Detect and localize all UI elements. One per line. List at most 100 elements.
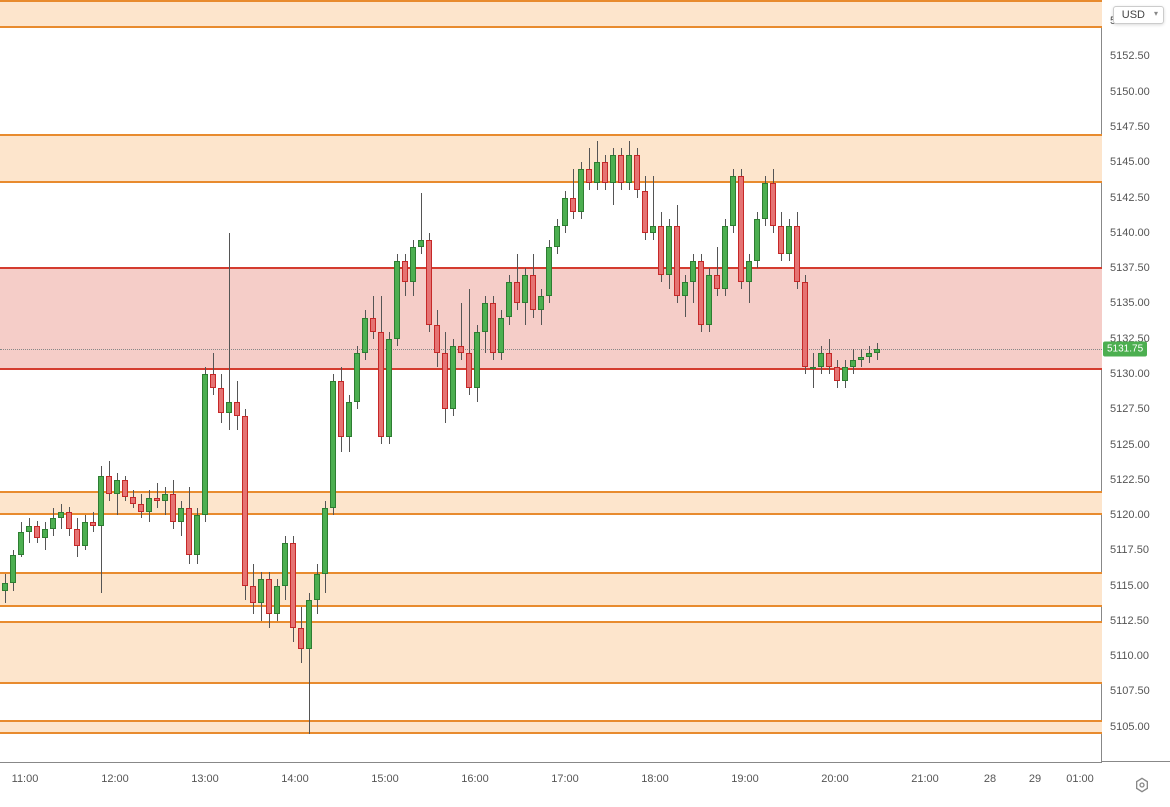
x-tick-label: 19:00 [731,773,759,785]
candle-body [90,522,96,526]
candle-body [466,353,472,388]
candle-body [2,583,8,591]
settings-icon[interactable] [1134,777,1150,793]
candle-body [474,332,480,388]
x-tick-label: 29 [1029,773,1041,785]
candle-body [850,360,856,367]
candle-body [18,532,24,555]
candle-body [282,543,288,585]
candle-body [234,402,240,416]
currency-select-value: USD [1122,9,1145,21]
candle-body [50,518,56,529]
candle-body [26,526,32,532]
x-tick-label: 20:00 [821,773,849,785]
x-tick-label: 17:00 [551,773,579,785]
candle-body [658,226,664,275]
y-tick-label: 5127.50 [1110,403,1150,415]
candle-body [370,318,376,332]
candle-body [362,318,368,353]
candle-body [490,303,496,352]
x-tick-label: 13:00 [191,773,219,785]
candle-body [114,480,120,494]
candle-body [442,353,448,409]
y-tick-label: 5105.00 [1110,721,1150,733]
candle-body [138,504,144,512]
chart-plot-area[interactable] [0,0,1102,762]
current-price-label: 5131.75 [1103,342,1147,357]
y-tick-label: 5115.00 [1110,580,1149,592]
y-tick-label: 5135.00 [1110,297,1150,309]
candle-body [818,353,824,367]
candle-body [106,476,112,494]
candle-wick [157,483,158,508]
candle-body [154,498,160,501]
candle-body [290,543,296,628]
candle-body [162,494,168,501]
candle-body [810,367,816,369]
y-tick-label: 5112.50 [1110,615,1149,627]
y-tick-label: 5120.00 [1110,509,1150,521]
candle-body [202,374,208,515]
candle-body [170,494,176,522]
candle-body [66,512,72,529]
price-zone [0,134,1102,183]
candle-body [10,555,16,583]
candle-body [594,162,600,183]
candle-body [386,339,392,438]
x-tick-label: 18:00 [641,773,669,785]
candle-body [642,191,648,233]
x-tick-label: 11:00 [12,773,39,785]
candle-body [322,508,328,574]
candle-body [794,226,800,282]
candle-body [698,261,704,325]
candle-body [554,226,560,247]
candle-body [618,155,624,183]
candle-body [786,226,792,254]
candle-body [578,169,584,211]
candle-body [762,183,768,218]
time-axis: 11:0012:0013:0014:0015:0016:0017:0018:00… [0,762,1102,807]
candle-body [186,508,192,555]
candle-body [210,374,216,388]
candle-body [634,155,640,190]
candle-body [34,526,40,537]
y-tick-label: 5137.50 [1110,262,1150,274]
candle-body [74,529,80,546]
candle-body [626,155,632,183]
candle-body [450,346,456,410]
candle-body [714,275,720,289]
candle-body [770,183,776,225]
y-tick-label: 5130.00 [1110,368,1150,380]
currency-select[interactable]: USD [1113,6,1164,24]
y-tick-label: 5122.50 [1110,474,1150,486]
candle-body [226,402,232,413]
candle-body [666,226,672,275]
candle-body [306,600,312,649]
candle-body [586,169,592,183]
y-tick-label: 5145.00 [1110,156,1150,168]
candle-wick [165,487,166,515]
candle-body [434,325,440,353]
candle-body [506,282,512,317]
x-tick-label: 12:00 [101,773,129,785]
candle-wick [229,233,230,431]
y-tick-label: 5125.00 [1110,439,1150,451]
candle-body [130,497,136,504]
candle-body [298,628,304,649]
candle-body [874,349,880,353]
candle-body [146,498,152,512]
candle-body [42,529,48,537]
candle-body [522,275,528,303]
price-axis: 5105.005107.505110.005112.505115.005117.… [1102,0,1170,762]
candle-body [842,367,848,381]
candle-body [58,512,64,518]
candle-body [834,367,840,381]
x-tick-label: 01:00 [1066,773,1094,785]
candle-body [690,261,696,282]
y-tick-label: 5107.50 [1110,685,1150,697]
candle-body [314,574,320,599]
candle-body [418,240,424,247]
candle-body [738,176,744,282]
candle-body [410,247,416,282]
price-zone [0,0,1102,28]
